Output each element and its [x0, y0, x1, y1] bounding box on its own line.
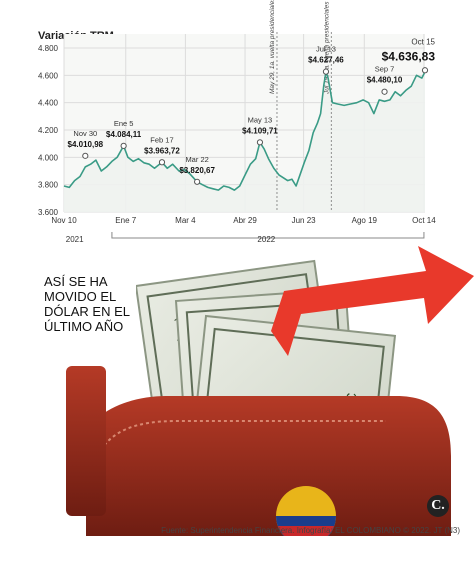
y-tick-label: 4.000: [38, 153, 59, 162]
data-label-date: Jul 13: [316, 45, 336, 54]
data-point: [256, 139, 264, 146]
year-label-2022: 2022: [257, 235, 275, 244]
source-footer: Fuente: Superintendencia Financiera. Inf…: [161, 526, 460, 535]
data-point: [194, 178, 201, 185]
data-label-value: $4.109,71: [242, 126, 278, 135]
caption-text: ASÍ SE HA MOVIDO EL DÓLAR EN EL ÚLTIMO A…: [44, 274, 130, 334]
red-rising-arrow: [271, 246, 474, 356]
series-area: [64, 70, 425, 212]
y-tick-label: 4.200: [38, 126, 59, 135]
data-label-date: Nov 30: [73, 129, 97, 138]
data-label-value: $3.820,67: [179, 166, 215, 175]
data-point: [82, 152, 89, 159]
wallet-dollars-illustration: 100 100 100 3775 9 C: [66, 246, 474, 536]
data-point: [120, 142, 127, 149]
y-tick-label: 4.400: [38, 99, 59, 108]
data-label-date: May 13: [248, 115, 273, 124]
data-labels: Nov 30 $4.010,98 Ene 5 $4.084,11 Feb 17 $3.96…: [68, 37, 436, 175]
data-label-value: $3.963,72: [144, 146, 180, 155]
y-tick-label: 4.800: [38, 44, 59, 53]
y-tick-label: 3.600: [38, 208, 59, 217]
event-label: Jul 19, 2a. vuelta presidenciales: [323, 1, 330, 95]
data-point: [322, 68, 330, 75]
x-tick-label: Ene 7: [115, 216, 136, 225]
axis-labels: 3.600 3.800 4.000 4.200 4.400 4.600 4.800 Nov 1…: [38, 44, 436, 244]
data-label-date: Mar 22: [185, 155, 208, 164]
event-label: May 29, 1a. vuelta presidenciales: [269, 0, 276, 94]
x-tick-label: Mar 4: [175, 216, 196, 225]
caption-bubble: [40, 268, 136, 338]
data-label-value: $4.636,83: [382, 49, 436, 63]
data-label-date: Oct 15: [411, 37, 435, 46]
data-point: [158, 159, 166, 166]
y-tick-label: 4.600: [38, 71, 59, 80]
data-point: [421, 67, 429, 74]
data-label-value: $4.627,46: [308, 56, 344, 65]
data-label-date: Sep 7: [375, 65, 395, 74]
x-tick-label: Nov 10: [51, 216, 77, 225]
x-tick-label: Ago 19: [352, 216, 378, 225]
data-points: [82, 67, 429, 185]
y-tick-label: 3.800: [38, 181, 59, 190]
x-tick-label: Abr 29: [233, 216, 257, 225]
el-colombiano-logo: C.: [427, 495, 449, 517]
x-tick-label: Jun 23: [292, 216, 317, 225]
data-label-value: $4.084,11: [106, 130, 142, 139]
event-markers: May 29, 1a. vuelta presidenciales Jul 19,…: [269, 0, 332, 212]
wallet: [66, 366, 452, 536]
data-point: [381, 88, 388, 95]
chart-area: [64, 70, 425, 212]
data-label-date: Ene 5: [114, 119, 134, 128]
data-label-date: Feb 17: [150, 135, 173, 144]
data-label-value: $4.480,10: [367, 76, 403, 85]
x-tick-label: Oct 14: [412, 216, 436, 225]
year-label-2021: 2021: [66, 235, 84, 244]
trm-line-chart: May 29, 1a. vuelta presidenciales Jul 19,…: [38, 0, 436, 244]
year-bracket-2022: [111, 232, 425, 239]
data-label-value: $4.010,98: [68, 140, 104, 149]
